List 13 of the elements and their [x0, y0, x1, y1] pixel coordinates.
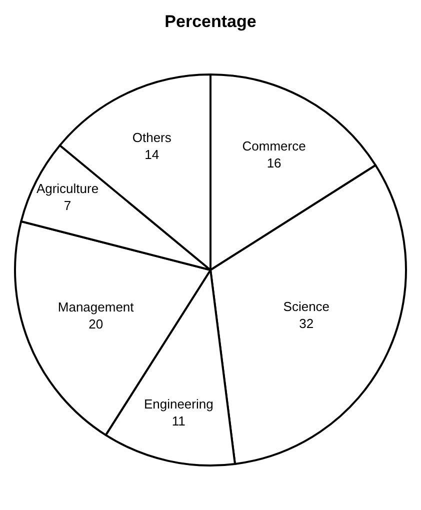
data-label: 16: [266, 155, 282, 170]
slice-label: Agriculture: [36, 181, 99, 196]
data-label: 11: [172, 413, 186, 428]
slice-label: Engineering: [144, 396, 214, 412]
data-label: 14: [144, 146, 160, 162]
data-label: 20: [88, 316, 104, 332]
slice-label: Science: [283, 299, 330, 314]
data-label: 7: [64, 198, 72, 214]
slice-label: Commerce: [242, 138, 306, 154]
chart-title: Percentage: [164, 12, 256, 32]
data-label: 32: [299, 316, 314, 332]
slice-label: Management: [58, 299, 134, 314]
slice-label: Others: [132, 130, 172, 145]
